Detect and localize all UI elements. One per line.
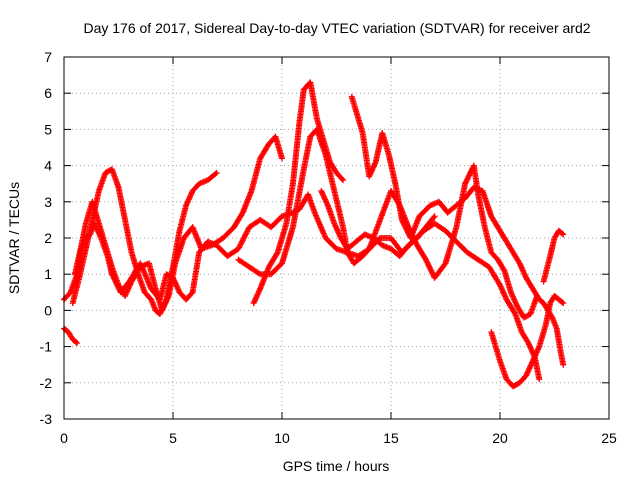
x-tick-label: 15: [383, 430, 399, 446]
y-tick-label: 3: [44, 194, 52, 210]
marker: [74, 339, 81, 346]
series-track-f: [235, 126, 541, 321]
plot-frame: [63, 56, 610, 420]
chart-title: Day 176 of 2017, Sidereal Day-to-day VTE…: [83, 20, 590, 36]
y-tick-label: 4: [44, 158, 52, 174]
marker: [279, 155, 285, 162]
marker: [213, 169, 220, 176]
x-tick-label: 25: [601, 430, 617, 446]
data-markers: [61, 79, 567, 390]
marker: [212, 170, 219, 177]
y-tick-label: -1: [40, 339, 53, 355]
series-track-h: [488, 292, 567, 390]
marker: [536, 376, 543, 383]
marker: [72, 339, 79, 346]
y-tick-label: 7: [44, 49, 52, 65]
series-track-g: [348, 93, 567, 368]
y-tick-label: 6: [44, 85, 52, 101]
marker: [560, 361, 567, 368]
marker: [560, 231, 567, 238]
y-tick-label: -2: [40, 375, 53, 391]
marker: [431, 213, 438, 220]
x-tick-label: 20: [492, 430, 508, 446]
y-tick-label: 2: [44, 230, 52, 246]
y-tick-label: 0: [44, 302, 52, 318]
y-tick-label: -3: [40, 411, 53, 427]
x-tick-label: 10: [274, 430, 290, 446]
marker: [273, 250, 280, 257]
marker: [559, 299, 566, 306]
series-track-i: [540, 227, 567, 285]
series-track-e: [250, 79, 347, 307]
x-tick-label: 5: [169, 430, 177, 446]
x-tick-label: 0: [60, 430, 68, 446]
series-track-j: [318, 187, 438, 260]
y-tick-label: 1: [44, 266, 52, 282]
series-track-b: [61, 191, 543, 383]
grid: [64, 57, 609, 419]
series-track-d: [71, 133, 285, 314]
marker: [340, 177, 347, 184]
marker: [560, 300, 567, 307]
tick-labels: 0 5 10 15 20 25 -3 -2 -1 0 1 2 3 4 5 6 7: [40, 49, 617, 446]
marker: [511, 309, 518, 316]
y-tick-label: 5: [44, 121, 52, 137]
marker: [430, 214, 437, 221]
x-axis-label: GPS time / hours: [283, 458, 390, 474]
marker: [559, 230, 566, 237]
marker: [338, 175, 345, 182]
y-axis-label: SDTVAR / TECUs: [6, 182, 22, 294]
